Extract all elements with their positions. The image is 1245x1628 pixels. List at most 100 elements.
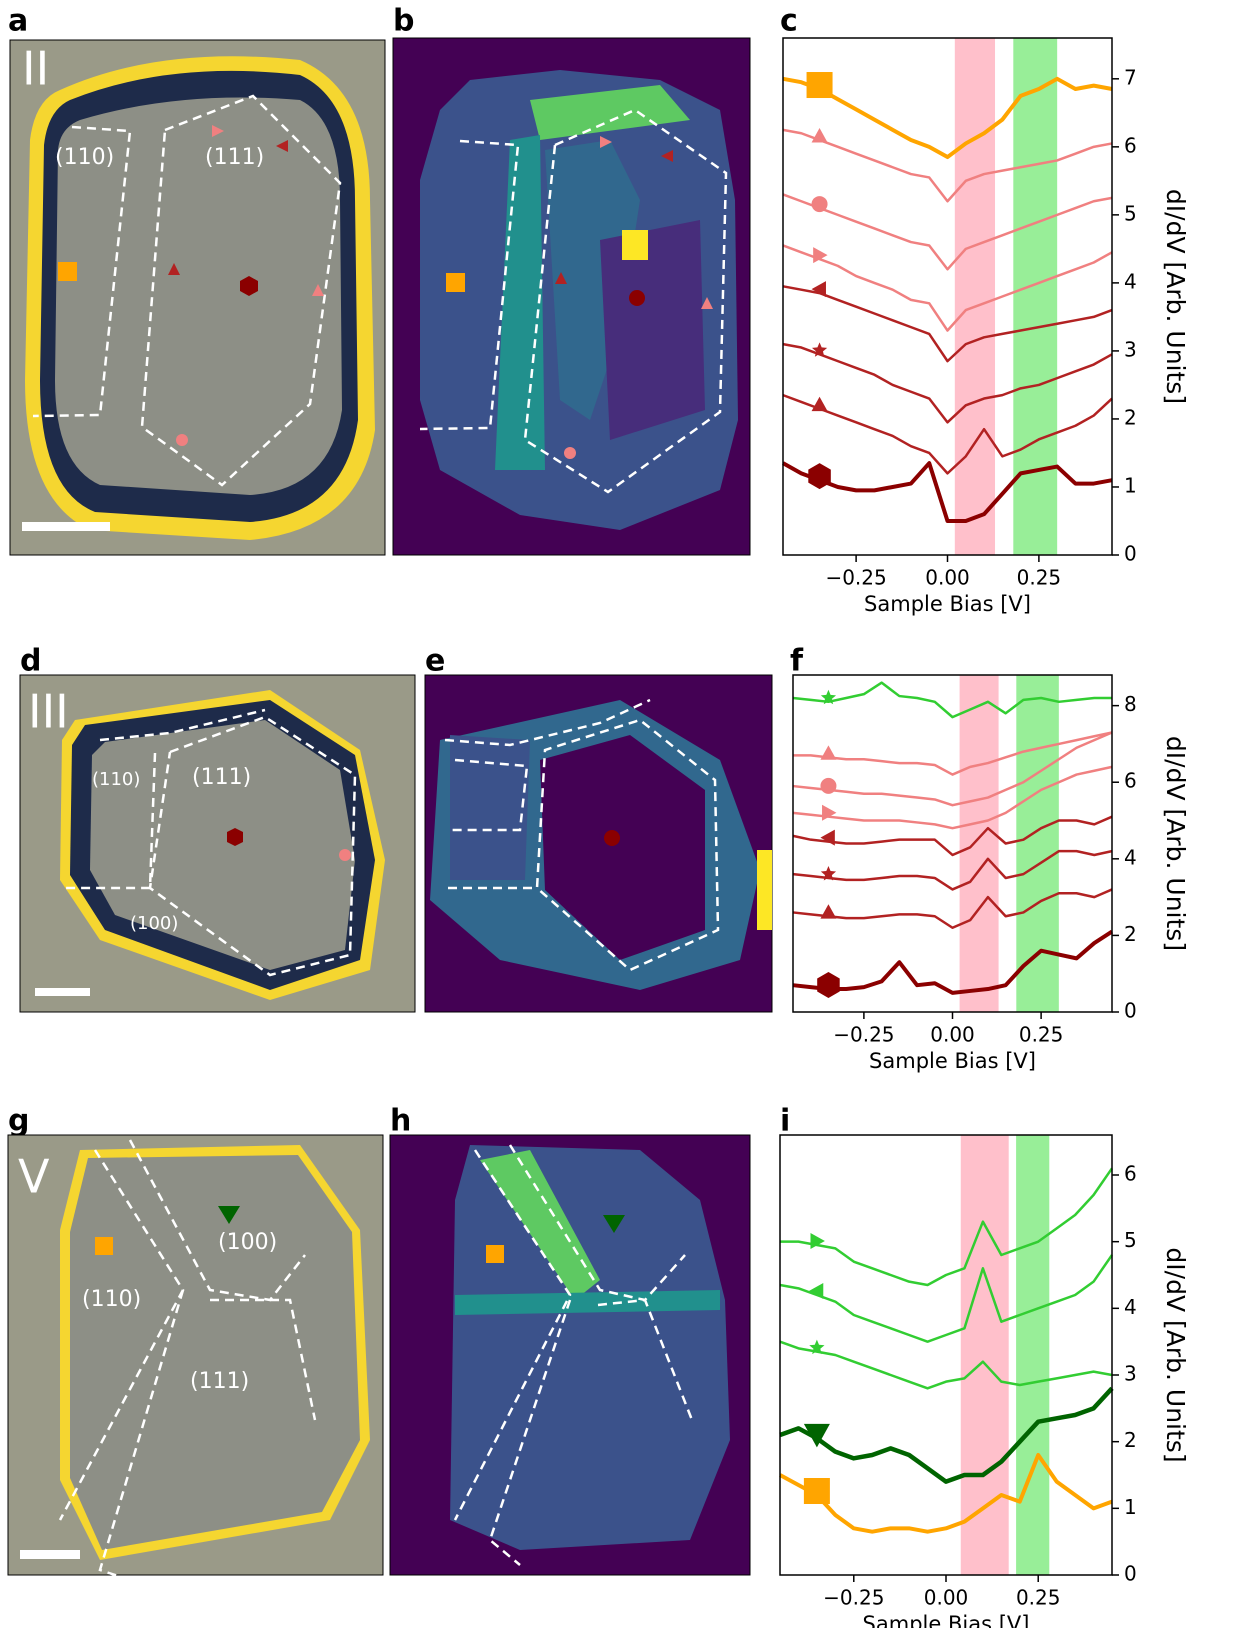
facet-label: (111) [192,765,251,790]
regime-label: II [22,42,49,96]
x-tick-label: 0.00 [925,566,970,590]
facet-label: (110) [92,769,140,790]
spectral-map [390,1135,750,1575]
series-line [780,1388,1112,1481]
y-axis-label: dI/dV [Arb. Units] [1161,736,1190,951]
line-chart: −0.25 0.00 0.25 0 1 2 3 4 5 6 Sample Bias [V] dI/dV… [780,1135,1190,1628]
series-line [783,194,1112,269]
line-chart: −0.25 0.00 0.25 0 1 2 3 4 5 6 7 Sample Bias [V] dI/d… [783,38,1190,616]
topography-image: II (110) (111) [10,40,385,555]
x-tick-label: 0.00 [924,1586,969,1610]
shaded-band [960,675,999,1012]
series-line [783,286,1112,361]
y-tick-label: 7 [1124,65,1137,89]
y-tick-label: 5 [1124,1228,1137,1252]
topography-image: III (110) (111) (100) [20,675,415,1012]
facet-label: (110) [55,145,114,170]
series-line [793,767,1112,828]
series-marker [820,778,836,794]
line-chart: −0.25 0.00 0.25 0 2 4 6 8 Sample Bias [V] dI/dV [… [793,675,1190,1073]
series-line [793,851,1112,889]
y-tick-label: 0 [1124,1562,1137,1586]
facet-label: (100) [218,1230,277,1255]
y-axis-label: dI/dV [Arb. Units] [1161,1247,1190,1462]
shaded-band [1016,1135,1049,1575]
x-tick-label: −0.25 [833,1023,894,1047]
series-line [793,732,1112,774]
series-marker [807,72,833,98]
series-line [793,932,1112,993]
panel-label: e [425,644,445,679]
y-tick-label: 4 [1124,269,1137,293]
y-tick-label: 6 [1124,769,1137,793]
y-tick-label: 4 [1124,1295,1137,1319]
x-tick-label: 0.25 [1016,1586,1061,1610]
series-marker [808,463,831,489]
series-line [783,395,1112,473]
series-line [783,130,1112,201]
y-tick-label: 2 [1124,1428,1137,1452]
y-tick-label: 3 [1124,337,1137,361]
x-tick-label: 0.00 [930,1023,975,1047]
x-tick-label: 0.25 [1019,1023,1064,1047]
spectral-map [393,38,750,555]
shaded-band [1013,38,1057,555]
panel-label: b [393,4,414,39]
y-tick-label: 2 [1124,922,1137,946]
topography-image: V (110) (100) (111) [8,1135,383,1580]
series-marker [809,1283,823,1299]
y-axis-label: dI/dV [Arb. Units] [1161,189,1190,404]
series-line [793,817,1112,855]
facet-label: (111) [205,145,264,170]
y-tick-label: 4 [1124,845,1137,869]
series-line [793,683,1112,717]
y-tick-label: 0 [1124,999,1137,1023]
series-line [783,245,1112,330]
panel-label: h [390,1104,411,1139]
x-tick-label: −0.25 [823,1586,884,1610]
y-tick-label: 8 [1124,692,1137,716]
y-tick-label: 0 [1124,542,1137,566]
y-tick-label: 1 [1124,473,1137,497]
x-tick-label: −0.25 [825,566,886,590]
series-marker [812,196,828,212]
series-line [783,344,1112,422]
facet-label: (111) [190,1369,249,1394]
series-marker [812,281,826,297]
facet-label: (110) [82,1287,141,1312]
series-line [780,1342,1112,1389]
x-axis-label: Sample Bias [V] [864,592,1031,616]
x-tick-label: 0.25 [1017,566,1062,590]
y-tick-label: 5 [1124,201,1137,225]
y-tick-label: 6 [1124,1162,1137,1186]
plot-frame [783,38,1112,555]
panel-label: f [790,644,804,679]
series-marker [820,904,836,918]
series-marker [804,1478,830,1504]
panel-label: a [8,4,28,39]
y-tick-label: 6 [1124,133,1137,157]
y-tick-label: 2 [1124,405,1137,429]
series-marker [817,972,840,998]
panel-label: i [780,1104,790,1139]
shaded-band [955,38,995,555]
y-tick-label: 3 [1124,1362,1137,1386]
series-line [780,1168,1112,1285]
facet-label: (100) [130,913,178,934]
x-axis-label: Sample Bias [V] [869,1049,1036,1073]
x-axis-label: Sample Bias [V] [863,1612,1030,1628]
panel-label: d [20,644,41,679]
series-marker [812,397,828,411]
y-tick-label: 1 [1124,1495,1137,1519]
regime-label: V [18,1150,50,1204]
spectral-map [425,675,772,1012]
regime-label: III [28,685,69,739]
series-marker [820,830,834,846]
figure: a b c d e f g h i II (110) (111) [0,0,1245,1628]
shaded-band [1016,675,1059,1012]
series-marker [820,745,836,759]
panel-label: g [8,1104,29,1139]
series-marker [812,128,828,142]
panel-label: c [780,4,798,39]
series-line [780,1255,1112,1342]
